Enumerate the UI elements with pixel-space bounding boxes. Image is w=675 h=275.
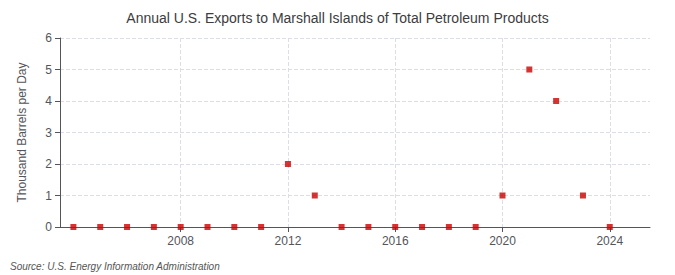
svg-text:Source: U.S. Energy Informatio: Source: U.S. Energy Information Administ…	[10, 261, 220, 272]
svg-text:2012: 2012	[275, 234, 302, 248]
svg-text:2008: 2008	[167, 234, 194, 248]
svg-text:5: 5	[45, 63, 52, 77]
svg-text:Annual U.S. Exports to Marshal: Annual U.S. Exports to Marshall Islands …	[126, 10, 548, 26]
svg-text:Thousand Barrels per Day: Thousand Barrels per Day	[15, 62, 29, 202]
svg-text:0: 0	[45, 220, 52, 234]
svg-text:2016: 2016	[382, 234, 409, 248]
svg-text:2: 2	[45, 157, 52, 171]
svg-text:2020: 2020	[489, 234, 516, 248]
svg-text:4: 4	[45, 94, 52, 108]
svg-text:1: 1	[45, 189, 52, 203]
svg-text:6: 6	[45, 31, 52, 45]
svg-text:3: 3	[45, 126, 52, 140]
svg-text:2024: 2024	[596, 234, 623, 248]
